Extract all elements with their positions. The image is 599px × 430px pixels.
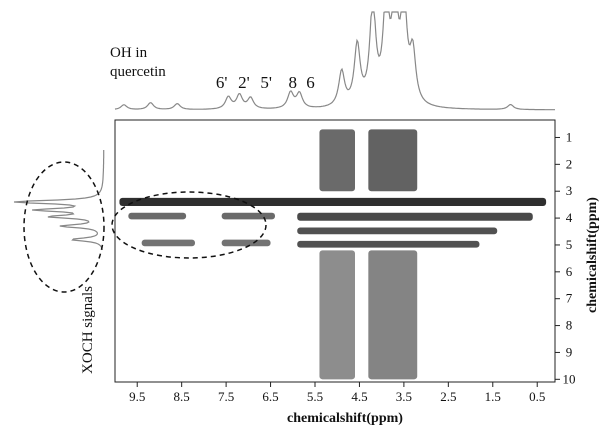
y-axis-ticks: 1 2 3 4 5 6 7 8 9 10	[555, 129, 576, 386]
peak-label: 6'	[216, 73, 228, 92]
oh-quercetin-label-line2: quercetin	[110, 64, 166, 80]
peak-label: 6	[306, 73, 315, 92]
x-axis-ticks: 9.5 8.5 7.5 6.5 5.5 4.5 3.5 2.5 1.5 0.5	[129, 382, 545, 404]
cross-peak-region	[221, 239, 271, 247]
y-tick-label: 9	[566, 344, 573, 359]
y-tick-label: 7	[566, 291, 573, 306]
x-tick-label: 8.5	[174, 389, 190, 404]
x-tick-label: 1.5	[485, 389, 501, 404]
cross-peak-region	[368, 129, 418, 192]
cross-peak-region	[368, 250, 418, 380]
oh-quercetin-region-ellipse	[111, 191, 267, 259]
xoch-signals-ellipse	[23, 161, 105, 293]
x-tick-label: 3.5	[396, 389, 412, 404]
x-tick-label: 5.5	[307, 389, 323, 404]
peak-labels: 6' 2' 5' 8 6	[216, 73, 315, 92]
cross-peak-region	[297, 227, 498, 235]
y-tick-label: 4	[566, 210, 573, 225]
y-tick-label: 3	[566, 183, 573, 198]
peak-label: 8	[289, 73, 298, 92]
x-axis-title: chemicalshift(ppm)	[287, 411, 403, 426]
cross-peaks	[119, 129, 547, 380]
cross-peak-region	[319, 129, 355, 192]
x-tick-label: 0.5	[529, 389, 545, 404]
cross-peak-region	[297, 240, 480, 248]
y-tick-label: 5	[566, 237, 573, 252]
y-tick-label: 6	[566, 264, 573, 279]
x-tick-label: 4.5	[351, 389, 367, 404]
y-tick-label: 10	[563, 371, 576, 386]
peak-label: 5'	[260, 73, 272, 92]
cross-peak-region	[141, 239, 195, 247]
cross-peak-region	[319, 250, 355, 380]
y-tick-label: 2	[566, 156, 573, 171]
y-tick-label: 1	[566, 129, 573, 144]
xoch-signals-label: XOCH signals	[80, 286, 96, 374]
x-tick-label: 2.5	[440, 389, 456, 404]
x-tick-label: 9.5	[129, 389, 145, 404]
peak-label: 2'	[238, 73, 250, 92]
y-axis-title: chemicalshift(ppm)	[585, 197, 599, 313]
top-projection-spectrum	[114, 11, 555, 111]
left-projection-spectrum	[13, 150, 105, 251]
cross-peak-region	[297, 212, 533, 221]
cross-peak-region	[128, 212, 187, 220]
x-tick-label: 7.5	[218, 389, 234, 404]
oh-quercetin-label-line1: OH in	[110, 45, 148, 61]
cross-peak-region	[221, 212, 275, 220]
x-tick-label: 6.5	[262, 389, 278, 404]
y-tick-label: 8	[566, 318, 573, 333]
cross-peak-region	[119, 197, 547, 206]
